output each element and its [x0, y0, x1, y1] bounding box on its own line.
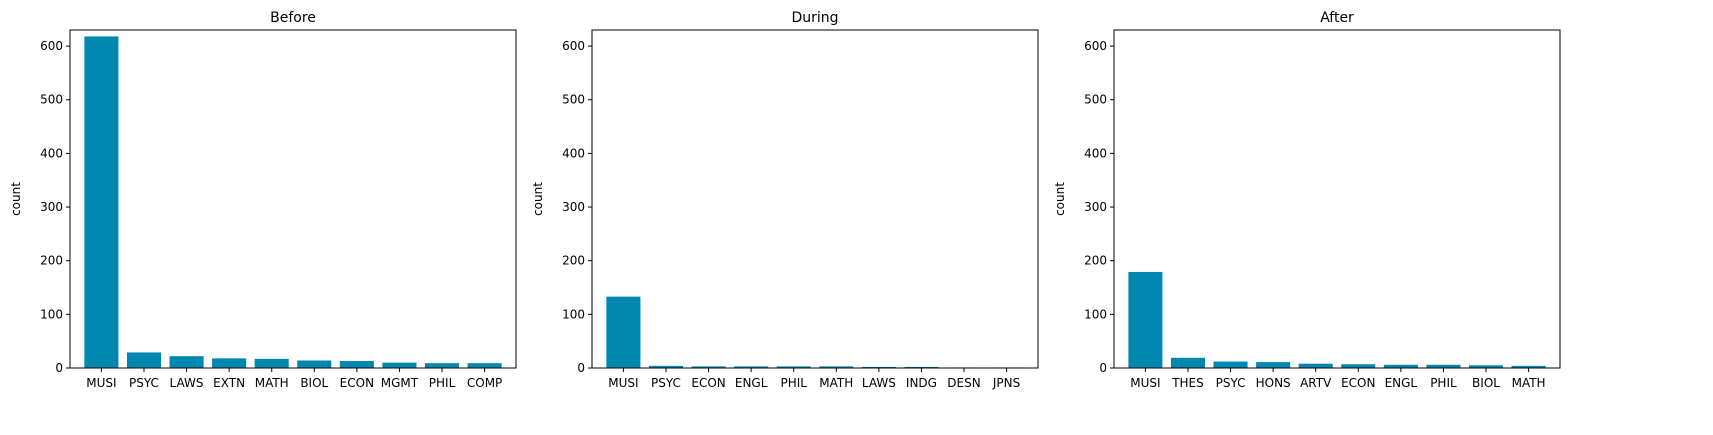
y-axis-label: count — [531, 182, 545, 216]
bar-musi — [606, 296, 641, 368]
bar-engl — [1383, 364, 1418, 368]
x-tick-label: LAWS — [170, 376, 204, 390]
y-axis-label: count — [1053, 182, 1067, 216]
y-tick-label: 100 — [562, 307, 585, 321]
y-tick-label: 600 — [1084, 39, 1107, 53]
x-tick-label: MATH — [819, 376, 853, 390]
y-tick-label: 400 — [562, 146, 585, 160]
bar-math — [1511, 365, 1546, 368]
y-tick-label: 500 — [562, 93, 585, 107]
x-tick-label: THES — [1171, 376, 1204, 390]
bar-econ — [1341, 364, 1376, 368]
bar-mgmt — [382, 362, 417, 368]
x-tick-label: PHIL — [780, 376, 807, 390]
x-tick-label: MUSI — [608, 376, 638, 390]
bar-psyc — [126, 352, 162, 368]
bar-engl — [734, 366, 769, 368]
bar-phil — [424, 363, 460, 368]
plot-frame — [591, 29, 1039, 369]
y-tick-label: 0 — [577, 361, 585, 375]
x-tick-label: COMP — [467, 376, 502, 390]
bar-phil — [1426, 364, 1461, 368]
x-tick-label: ENGL — [1385, 376, 1418, 390]
bar-comp — [467, 363, 502, 368]
x-tick-label: MATH — [255, 376, 289, 390]
x-tick-label: PSYC — [651, 376, 681, 390]
x-tick-label: ECON — [691, 376, 725, 390]
chart-title: After — [1320, 10, 1354, 26]
chart-title: During — [791, 10, 838, 26]
y-tick-label: 500 — [40, 93, 63, 107]
y-tick-label: 300 — [1084, 200, 1107, 214]
x-tick-label: MGMT — [381, 376, 419, 390]
bar-hons — [1256, 362, 1291, 368]
x-tick-label: MUSI — [1130, 376, 1160, 390]
x-tick-label: PSYC — [1216, 376, 1246, 390]
y-tick-label: 600 — [562, 39, 585, 53]
x-tick-label: MATH — [1512, 376, 1546, 390]
x-tick-label: DESN — [947, 376, 980, 390]
bar-econ — [339, 361, 374, 368]
chart-panel-after: After count MUSI THES PSYC HONS ARTV ECON ENGL PH… — [1053, 10, 1561, 390]
bar-math — [819, 366, 854, 368]
bar-psyc — [648, 365, 684, 368]
chart-title: Before — [270, 10, 316, 26]
x-tick-label: ARTV — [1300, 376, 1332, 390]
chart-panel-before: Before count MUSI PSYC LAWS EXTN MATH BIOL ECON M… — [9, 10, 517, 390]
y-tick-label: 300 — [562, 200, 585, 214]
x-tick-label: JPNS — [992, 376, 1020, 390]
x-tick-label: ECON — [340, 376, 374, 390]
x-tick-label: ENGL — [735, 376, 768, 390]
chart-panel-during: During count MUSI PSYC ECON ENGL PHIL MATH LAWS I… — [531, 10, 1039, 390]
y-tick-label: 400 — [40, 146, 63, 160]
x-tick-label: HONS — [1256, 376, 1291, 390]
bar-psyc — [1213, 361, 1248, 368]
plot-frame — [1113, 29, 1561, 369]
y-tick-label: 200 — [562, 254, 585, 268]
y-axis-label: count — [9, 182, 23, 216]
y-tick-label: 400 — [1084, 146, 1107, 160]
bar-indg — [904, 366, 939, 368]
bar-thes — [1170, 357, 1206, 368]
y-tick-label: 100 — [40, 307, 63, 321]
x-tick-label: ECON — [1341, 376, 1375, 390]
x-tick-label: PHIL — [1430, 376, 1457, 390]
bar-artv — [1298, 363, 1333, 368]
y-tick-label: 200 — [1084, 254, 1107, 268]
plot-frame — [69, 29, 517, 369]
bar-laws — [169, 356, 204, 368]
bar-laws — [861, 366, 896, 368]
y-tick-label: 100 — [1084, 307, 1107, 321]
y-tick-label: 500 — [1084, 93, 1107, 107]
bar-biol — [1468, 365, 1504, 368]
bar-math — [254, 358, 289, 368]
bar-musi — [1128, 271, 1163, 368]
bar-econ — [691, 366, 726, 368]
y-tick-label: 0 — [55, 361, 63, 375]
bar-extn — [212, 358, 247, 368]
y-tick-label: 200 — [40, 254, 63, 268]
y-tick-label: 0 — [1099, 361, 1107, 375]
y-tick-label: 600 — [40, 39, 63, 53]
x-tick-label: MUSI — [86, 376, 116, 390]
x-tick-label: BIOL — [1472, 376, 1500, 390]
bar-phil — [776, 366, 811, 368]
x-tick-label: BIOL — [300, 376, 328, 390]
y-tick-label: 300 — [40, 200, 63, 214]
x-tick-label: INDG — [906, 376, 937, 390]
x-tick-label: EXTN — [213, 376, 245, 390]
bar-musi — [84, 36, 119, 368]
bar-biol — [297, 360, 332, 368]
x-tick-label: LAWS — [862, 376, 896, 390]
x-tick-label: PSYC — [129, 376, 159, 390]
x-tick-label: PHIL — [429, 376, 456, 390]
